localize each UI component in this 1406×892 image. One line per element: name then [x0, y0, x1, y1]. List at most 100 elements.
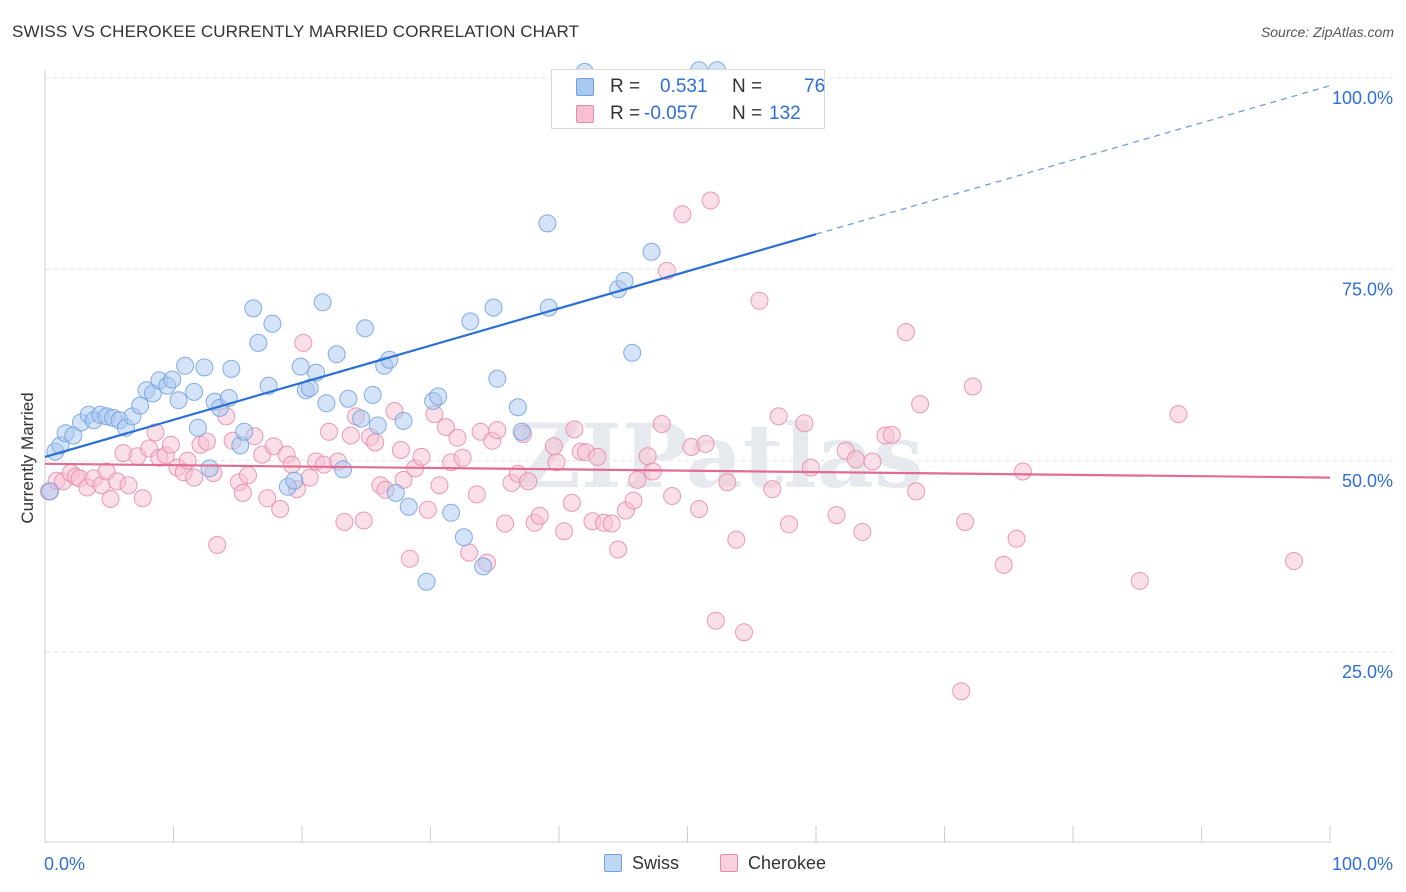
cherokee-swatch	[720, 854, 738, 872]
cherokee-point	[101, 490, 120, 508]
swiss-point	[339, 389, 358, 408]
cherokee-point	[341, 426, 360, 445]
cherokee-point	[412, 447, 431, 466]
cherokee-point	[239, 466, 257, 485]
cherokee-point	[750, 291, 769, 310]
swiss-points	[41, 61, 727, 591]
cherokee-trend-line	[44, 462, 1331, 479]
swiss-point	[313, 293, 332, 312]
swiss-swatch	[604, 854, 622, 872]
swiss-point	[538, 214, 557, 233]
cherokee-point	[282, 455, 301, 474]
swiss-point	[334, 460, 353, 479]
cherokee-point	[161, 435, 180, 454]
cherokee-point	[294, 333, 313, 352]
y-tick-labels: 25.0% 50.0% 75.0% 100.0%	[1332, 88, 1393, 682]
swiss-point	[488, 369, 507, 388]
swiss-point	[512, 422, 531, 441]
swiss-point	[474, 557, 493, 576]
swiss-point	[429, 387, 448, 406]
cherokee-point	[853, 522, 872, 541]
r-value: 0.531	[660, 76, 708, 97]
cherokee-point	[652, 415, 671, 433]
cherokee-point	[233, 483, 252, 502]
cherokee-point	[956, 513, 975, 531]
swiss-point	[508, 398, 527, 417]
cherokee-point	[882, 425, 901, 444]
cherokee-point	[300, 468, 319, 487]
cherokee-point	[609, 540, 628, 559]
cherokee-point	[496, 514, 514, 533]
r-value: -0.057	[644, 103, 698, 124]
x-tick-label: 100.0%	[1332, 854, 1393, 874]
cherokee-point	[763, 480, 782, 499]
n-value: 76	[804, 76, 826, 97]
chart-title: SWISS VS CHEROKEE CURRENTLY MARRIED CORR…	[12, 22, 580, 41]
cherokee-point	[320, 422, 338, 441]
cherokee-point	[952, 682, 971, 701]
cherokee-point	[1169, 405, 1188, 424]
cherokee-point	[628, 470, 647, 489]
cherokee-point	[271, 500, 290, 518]
r-label: R =	[610, 76, 641, 97]
cherokee-point	[258, 489, 277, 508]
swiss-point	[200, 459, 219, 478]
swiss-point	[41, 482, 60, 501]
cherokee-point	[727, 530, 746, 549]
swiss-trend-extension	[815, 85, 1331, 235]
cherokee-point	[863, 452, 882, 471]
cherokee-point	[565, 420, 584, 439]
cherokee-point	[1130, 571, 1149, 590]
cherokee-point	[562, 493, 581, 512]
cherokee-point	[735, 623, 753, 642]
cherokee-point	[430, 476, 449, 495]
cherokee-point	[467, 485, 486, 504]
cherokee-point	[354, 511, 373, 530]
cherokee-point	[448, 428, 467, 447]
swiss-point	[386, 483, 405, 502]
cherokee-point	[801, 458, 820, 477]
cherokee-point	[400, 549, 419, 568]
cherokee-point	[696, 434, 715, 453]
cherokee-point	[701, 191, 720, 210]
cherokee-swatch	[576, 105, 594, 123]
swiss-point	[263, 314, 282, 333]
cherokee-point	[827, 506, 846, 525]
y-tick-label: 25.0%	[1342, 662, 1393, 682]
cherokee-point	[1013, 462, 1032, 481]
cherokee-point	[488, 421, 507, 440]
swiss-point	[363, 385, 382, 404]
swiss-point	[131, 396, 150, 415]
swiss-point	[623, 343, 642, 362]
stats-legend: R = 0.531 N = 76 R = -0.057 N = 132	[551, 69, 825, 129]
x-tick-labels: 0.0% 100.0%	[44, 854, 1393, 874]
cherokee-point	[436, 418, 455, 437]
cherokee-point	[795, 414, 814, 433]
source-label: Source: ZipAtlas.com	[1260, 24, 1394, 40]
y-tick-label: 100.0%	[1332, 88, 1393, 108]
cherokee-point	[780, 515, 798, 534]
cherokee-point	[911, 395, 930, 414]
cherokee-point	[706, 611, 725, 630]
cherokee-point	[846, 450, 865, 469]
swiss-point	[249, 333, 268, 352]
legend-label: Swiss	[632, 853, 680, 873]
swiss-point	[461, 312, 480, 331]
cherokee-point	[366, 433, 385, 452]
swiss-point	[484, 298, 503, 317]
cherokee-point	[663, 487, 682, 505]
swiss-point	[442, 503, 461, 522]
swiss-point	[356, 319, 374, 338]
cherokee-point	[460, 543, 479, 562]
cherokee-point	[178, 451, 197, 470]
cherokee-point	[907, 482, 926, 501]
cherokee-point	[1007, 529, 1026, 548]
cherokee-point	[624, 491, 643, 510]
cherokee-point	[133, 489, 152, 508]
swiss-point	[244, 299, 263, 318]
x-tick-label: 0.0%	[44, 854, 85, 874]
cherokee-point	[1285, 552, 1303, 570]
n-value: 132	[769, 103, 801, 124]
cherokee-point	[963, 377, 982, 396]
